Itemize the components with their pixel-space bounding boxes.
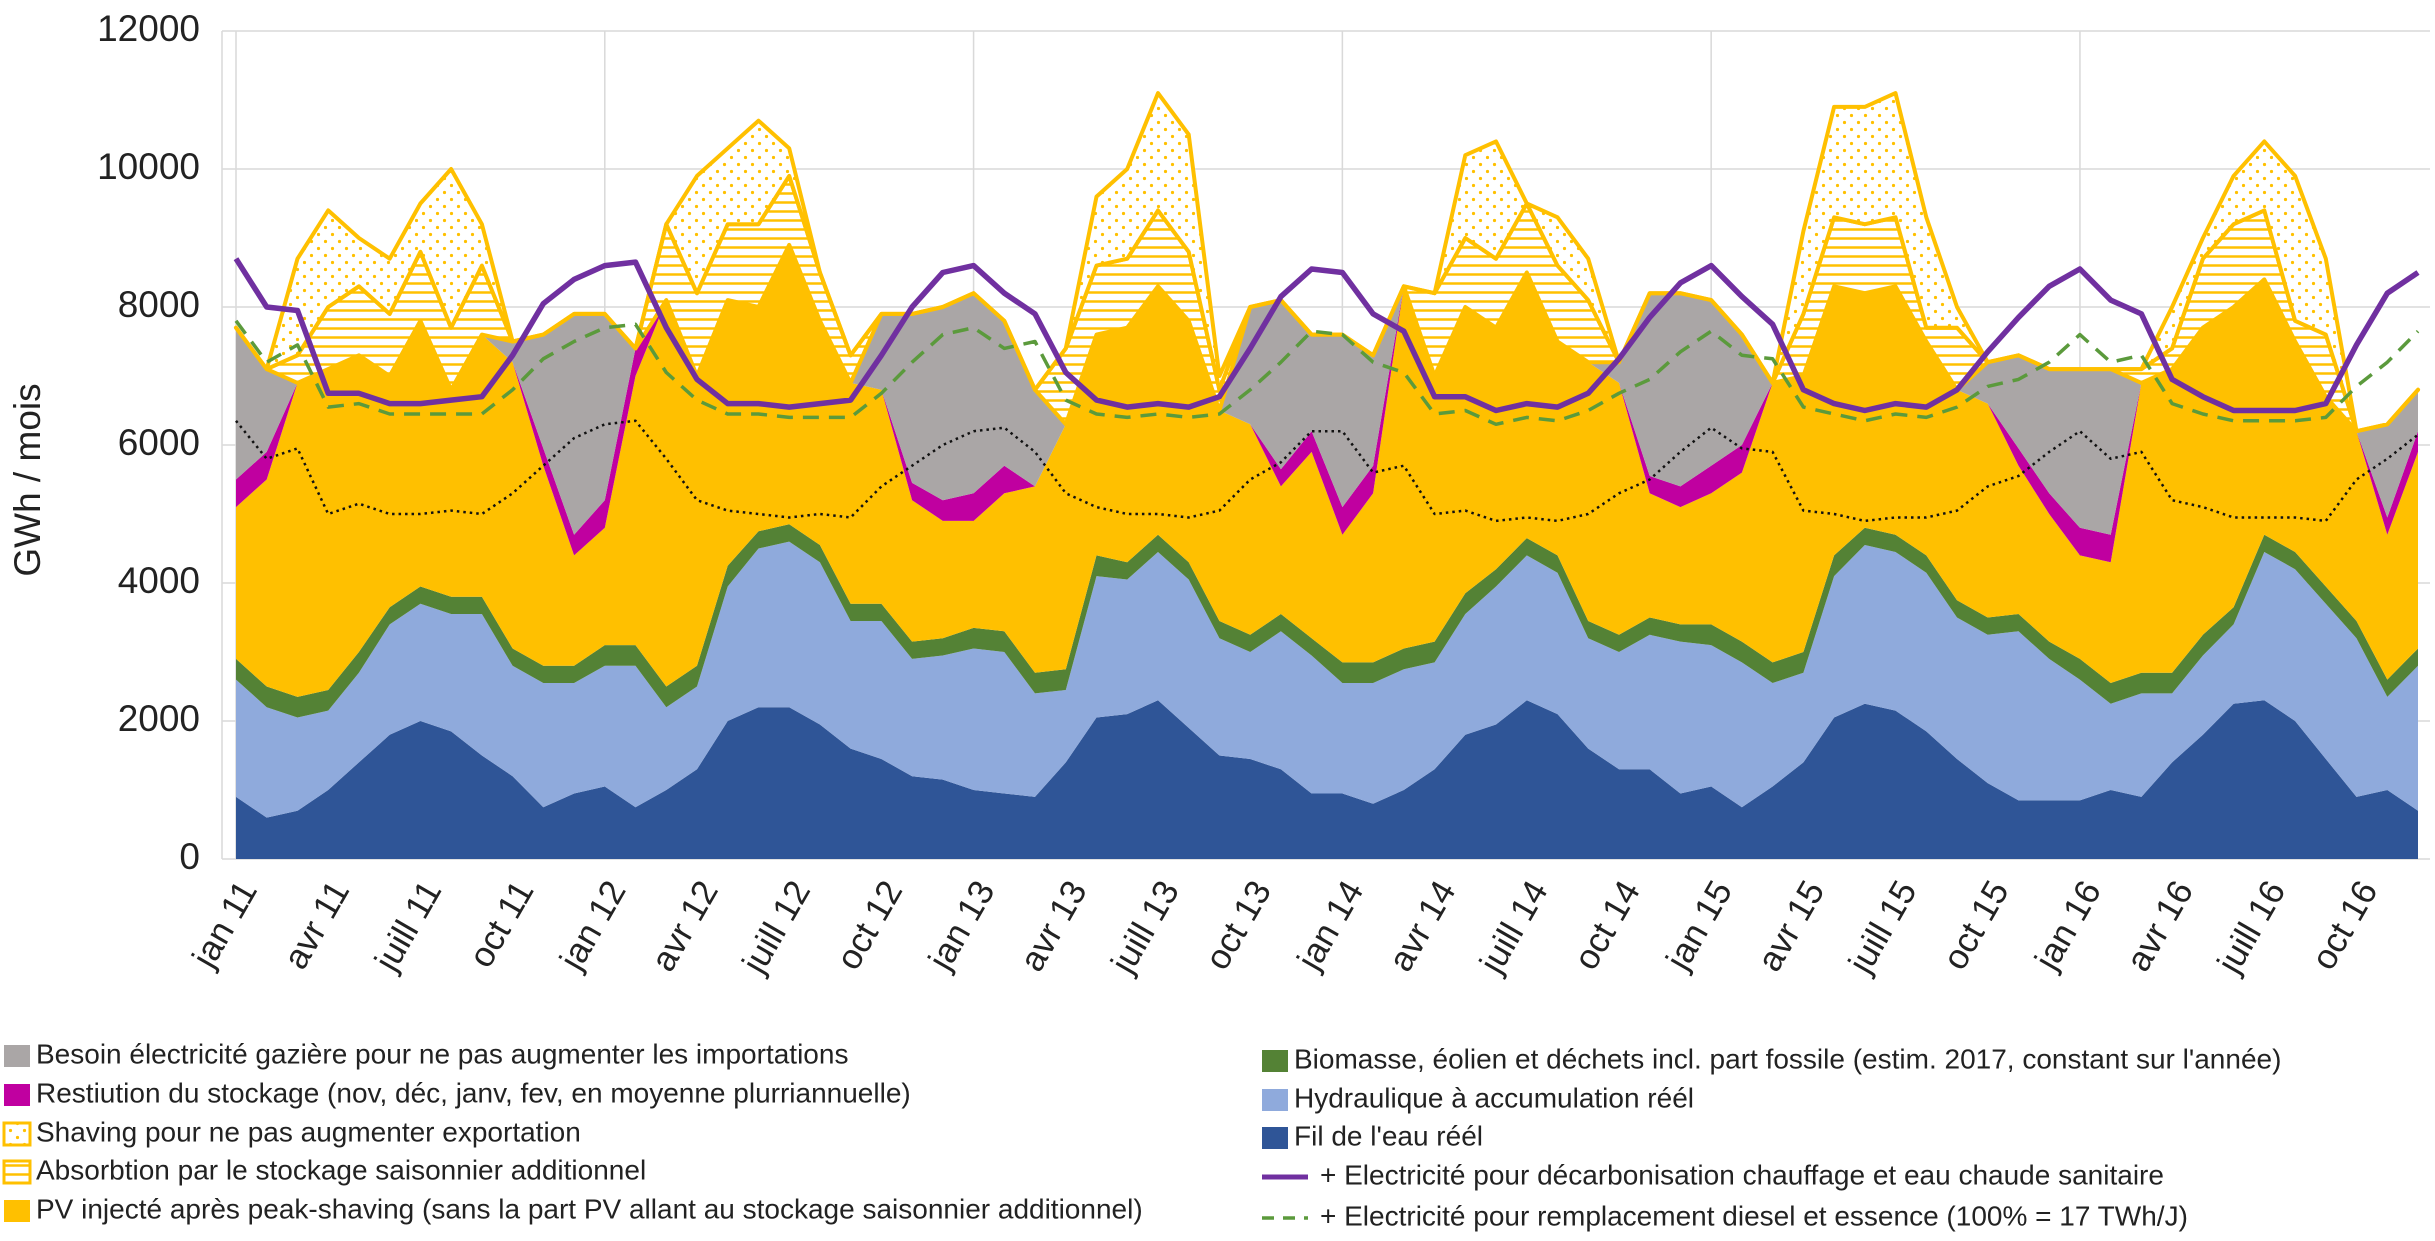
legend-swatch [1262, 1127, 1288, 1149]
x-tick-label: juill 16 [2209, 874, 2293, 980]
y-tick-label: 8000 [118, 284, 200, 325]
area [236, 524, 2418, 718]
legend-swatch [4, 1200, 30, 1222]
x-tick-label: jan 14 [1289, 874, 1371, 977]
x-tick-label: juill 11 [367, 874, 450, 978]
x-tick-label: jan 15 [1658, 874, 1740, 977]
legend-swatch [2, 1121, 32, 1147]
legend-label: Absorbtion par le stockage saisonnier ad… [36, 1154, 646, 1185]
x-tick-label: juill 14 [1472, 874, 1556, 980]
x-tick-label: oct 11 [461, 874, 541, 974]
x-tick-label: avr 12 [644, 874, 726, 978]
y-tick-label: 4000 [118, 560, 200, 601]
legend-label: Hydraulique à accumulation réél [1294, 1082, 1694, 1113]
legend-label: Biomasse, éolien et déchets incl. part f… [1294, 1043, 2281, 1074]
x-tick-label: avr 16 [2119, 874, 2201, 978]
legend-label: + Electricité pour remplacement diesel e… [1320, 1200, 2188, 1231]
legend-swatch [4, 1045, 30, 1067]
legend-label: Besoin électricité gazière pour ne pas a… [36, 1038, 848, 1069]
area [236, 244, 2418, 697]
x-tick-label: oct 15 [1935, 874, 2016, 976]
legend-swatch [1262, 1089, 1288, 1111]
legend-label: + Electricité pour décarbonisation chauf… [1320, 1159, 2164, 1190]
x-tick-label: avr 14 [1381, 874, 1463, 978]
legend-label: Shaving pour ne pas augmenter exportatio… [36, 1116, 581, 1147]
x-tick-label: avr 15 [1750, 874, 1832, 978]
y-tick-label: 10000 [97, 146, 200, 187]
legend-swatch [2, 1159, 32, 1185]
area [236, 541, 2418, 818]
y-tick-label: 6000 [118, 422, 200, 463]
x-tick-label: jan 16 [2027, 874, 2109, 977]
x-tick-label: oct 16 [2304, 874, 2385, 976]
line [234, 319, 2420, 427]
x-tick-label: oct 14 [1566, 874, 1647, 976]
legend-label: Restiution du stockage (nov, déc, janv, … [36, 1077, 911, 1108]
x-tick-label: jan 13 [921, 874, 1003, 977]
x-tick-label: avr 13 [1012, 874, 1094, 978]
x-tick-label: jan 12 [552, 874, 634, 977]
legend-swatch [4, 1084, 30, 1106]
y-tick-label: 2000 [118, 698, 200, 739]
legend-swatch [1262, 1050, 1288, 1072]
area [234, 91, 2420, 434]
x-tick-label: oct 13 [1198, 874, 1279, 976]
line [235, 419, 2419, 523]
area [236, 700, 2418, 859]
x-tick-label: oct 12 [829, 874, 910, 976]
legend-label: PV injecté après peak-shaving (sans la p… [36, 1193, 1143, 1224]
x-tick-label: juill 13 [1103, 874, 1187, 980]
x-tick-label: avr 11 [276, 874, 357, 976]
y-axis-label: GWh / mois [7, 383, 48, 576]
x-tick-label: juill 12 [734, 874, 818, 980]
x-tick-label: juill 15 [1841, 874, 1925, 980]
legend: Besoin électricité gazière pour ne pas a… [2, 1038, 2281, 1231]
line [233, 257, 2420, 414]
x-tick-label: jan 11 [184, 874, 265, 975]
areas [234, 91, 2420, 859]
area [236, 244, 2418, 535]
lines [233, 257, 2420, 523]
legend-label: Fil de l'eau réél [1294, 1120, 1483, 1151]
y-tick-label: 0 [179, 836, 200, 877]
y-tick-label: 12000 [97, 8, 200, 49]
